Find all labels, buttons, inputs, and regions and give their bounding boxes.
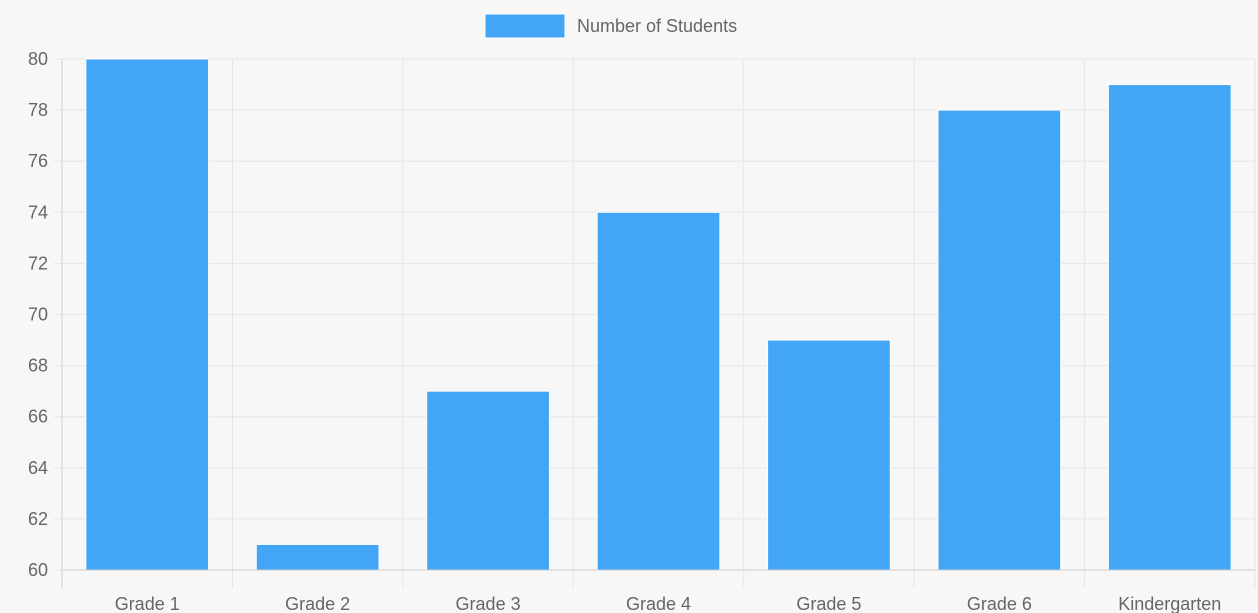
bar[interactable] bbox=[255, 543, 380, 571]
y-tick-label: 80 bbox=[28, 49, 48, 69]
y-tick-label: 64 bbox=[28, 458, 48, 478]
y-tick-label: 70 bbox=[28, 305, 48, 325]
y-tick-label: 62 bbox=[28, 509, 48, 529]
x-tick-label: Grade 6 bbox=[967, 594, 1032, 613]
bar[interactable] bbox=[85, 58, 210, 571]
y-tick-label: 76 bbox=[28, 151, 48, 171]
bars bbox=[85, 58, 1232, 571]
x-tick-label: Grade 1 bbox=[115, 594, 180, 613]
legend[interactable]: Number of Students bbox=[484, 13, 737, 39]
x-tick-label: Kindergarten bbox=[1118, 594, 1221, 613]
axes bbox=[61, 59, 1255, 588]
y-tick-label: 78 bbox=[28, 100, 48, 120]
bar[interactable] bbox=[1107, 84, 1232, 571]
legend-swatch bbox=[484, 13, 566, 39]
bar[interactable] bbox=[596, 211, 721, 571]
x-tick-label: Grade 4 bbox=[626, 594, 691, 613]
y-tick-label: 66 bbox=[28, 407, 48, 427]
y-tick-label: 60 bbox=[28, 560, 48, 580]
x-axis-ticks: Grade 1 Grade 2 Grade 3 Grade 4 Grade 5 Grade… bbox=[115, 594, 1222, 613]
y-tick-label: 72 bbox=[28, 253, 48, 273]
x-tick-label: Grade 2 bbox=[285, 594, 350, 613]
x-tick-label: Grade 5 bbox=[796, 594, 861, 613]
legend-label: Number of Students bbox=[577, 16, 737, 36]
bar[interactable] bbox=[937, 109, 1062, 571]
y-tick-label: 74 bbox=[28, 202, 48, 222]
x-tick-label: Grade 3 bbox=[456, 594, 521, 613]
y-axis-ticks: 60 62 64 66 68 70 72 74 76 78 80 bbox=[28, 49, 48, 580]
bar[interactable] bbox=[767, 339, 891, 571]
y-tick-label: 68 bbox=[28, 356, 48, 376]
bar[interactable] bbox=[426, 390, 550, 571]
